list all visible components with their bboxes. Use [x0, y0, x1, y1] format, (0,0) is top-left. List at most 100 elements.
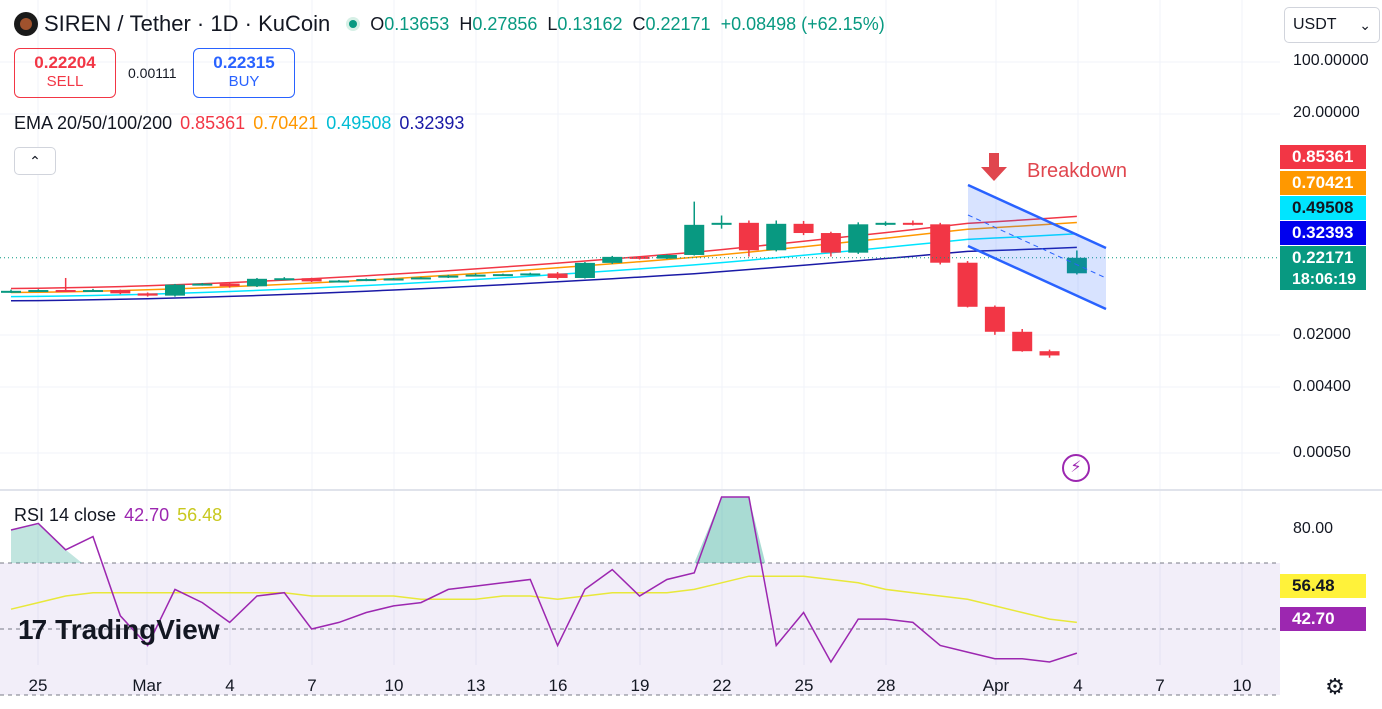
candle-up [28, 290, 49, 293]
channel-lower-line [967, 244, 1107, 311]
y-tick: 20.00000 [1293, 104, 1360, 121]
x-tick: 13 [466, 676, 486, 695]
rsi-value: 42.70 [124, 505, 170, 525]
x-tick: Apr [982, 676, 1010, 695]
x-tick: 10 [384, 676, 404, 695]
rsi-line [10, 496, 1078, 664]
candle-down [629, 256, 650, 259]
candle-up [410, 277, 431, 280]
x-tick: 25 [794, 676, 814, 695]
ema20-price-label: 0.85361 [1280, 145, 1366, 169]
candle-up [684, 224, 705, 255]
candle-down [1012, 331, 1033, 352]
tradingview-mark-icon: 17 [18, 614, 47, 645]
channel-upper-line [967, 183, 1107, 250]
tradingview-logo: 17 TradingView [18, 614, 220, 646]
candle-up [246, 278, 267, 287]
candle-up [520, 273, 541, 276]
buy-label: BUY [228, 73, 260, 90]
candle-down [137, 293, 158, 296]
tradingview-wordmark: TradingView [55, 614, 220, 645]
y-tick: 0.00400 [1293, 378, 1351, 395]
low-key: L [547, 13, 558, 34]
high-value: 0.27856 [472, 13, 538, 34]
candle-up [1066, 257, 1087, 274]
ema50-value: 0.70421 [253, 113, 319, 133]
spread-value: 0.00111 [128, 65, 177, 81]
candle-up [656, 254, 677, 259]
ema20-line [10, 215, 1077, 290]
candle-up [383, 278, 404, 281]
candle-down [55, 290, 76, 293]
gear-icon[interactable]: ⚙ [1325, 674, 1345, 699]
interval[interactable]: 1D [210, 11, 239, 36]
ema100-line [10, 233, 1077, 298]
candle-up [574, 262, 595, 278]
candle-up [875, 222, 896, 225]
rsi-ma-value: 56.48 [177, 505, 223, 525]
x-tick: 28 [876, 676, 896, 695]
candle-down [110, 290, 131, 294]
candle-down [1039, 351, 1060, 356]
open-key: O [370, 13, 385, 34]
dot-separator: · [244, 11, 252, 36]
candle-up [192, 283, 213, 286]
x-tick: 25 [28, 676, 48, 695]
x-tick: 16 [548, 676, 568, 695]
chevron-up-icon: ⌃ [29, 153, 41, 169]
x-tick: 22 [712, 676, 732, 695]
candle-up [766, 223, 787, 251]
currency-select[interactable]: USDT ⌄ [1284, 7, 1380, 43]
candle-down [301, 278, 322, 282]
rsi-label: 42.70 [1280, 607, 1366, 631]
last-price-label: 0.22171 [1280, 246, 1366, 270]
currency-value: USDT [1293, 16, 1337, 33]
open-value: 0.13653 [384, 13, 450, 34]
channel-mid-line [967, 214, 1107, 279]
rsi-legend-label: RSI 14 close [14, 505, 117, 525]
candle-down [984, 306, 1005, 332]
sell-button[interactable]: 0.22204 SELL [14, 48, 116, 98]
ema50-price-label: 0.70421 [1280, 171, 1366, 195]
collapse-legend-button[interactable]: ⌃ [14, 147, 56, 175]
rsi-legend[interactable]: RSI 14 close 42.70 56.48 [14, 505, 222, 526]
arrow-down-icon [981, 153, 1007, 181]
candle-up [82, 290, 103, 293]
symbol-name[interactable]: SIREN [44, 11, 112, 36]
candle-up [711, 222, 732, 225]
ema100-value: 0.49508 [326, 113, 392, 133]
y-tick: 0.00050 [1293, 444, 1351, 461]
breakdown-annotation[interactable]: Breakdown [1027, 160, 1128, 182]
ema-legend-label: EMA 20/50/100/200 [14, 113, 173, 133]
candle-up [438, 275, 459, 278]
rsi-ma-line [10, 575, 1077, 624]
ema50-line [10, 221, 1077, 294]
low-value: 0.13162 [557, 13, 623, 34]
quote-name: Tether [129, 11, 191, 36]
chevron-down-icon: ⌄ [1359, 17, 1371, 33]
candle-down [902, 222, 923, 225]
candle-up [328, 280, 349, 283]
sell-price: 0.22204 [34, 53, 96, 72]
y-tick: 0.02000 [1293, 326, 1351, 343]
ema200-price-label: 0.32393 [1280, 221, 1366, 245]
ema200-line [10, 246, 1077, 302]
candle-up [465, 274, 486, 277]
x-tick: 4 [1073, 676, 1083, 695]
symbol-header: SIREN / Tether · 1D · KuCoin O0.13653 H0… [14, 10, 885, 38]
x-tick: 7 [1155, 676, 1165, 695]
ema-legend[interactable]: EMA 20/50/100/200 0.85361 0.70421 0.4950… [14, 113, 464, 134]
candle-down [738, 222, 759, 251]
buy-button[interactable]: 0.22315 BUY [193, 48, 295, 98]
close-value: 0.22171 [645, 13, 711, 34]
y-tick: 100.00000 [1293, 52, 1369, 69]
sell-label: SELL [46, 73, 84, 90]
lightning-icon[interactable]: ⚡ [1062, 454, 1090, 482]
market-status-icon [346, 17, 361, 31]
ohlc-values: O0.13653 H0.27856 L0.13162 C0.22171 +0.0… [370, 14, 884, 35]
x-tick: 19 [630, 676, 650, 695]
ema20-value: 0.85361 [180, 113, 246, 133]
dot-separator: · [196, 11, 205, 36]
candle-up [602, 256, 623, 263]
